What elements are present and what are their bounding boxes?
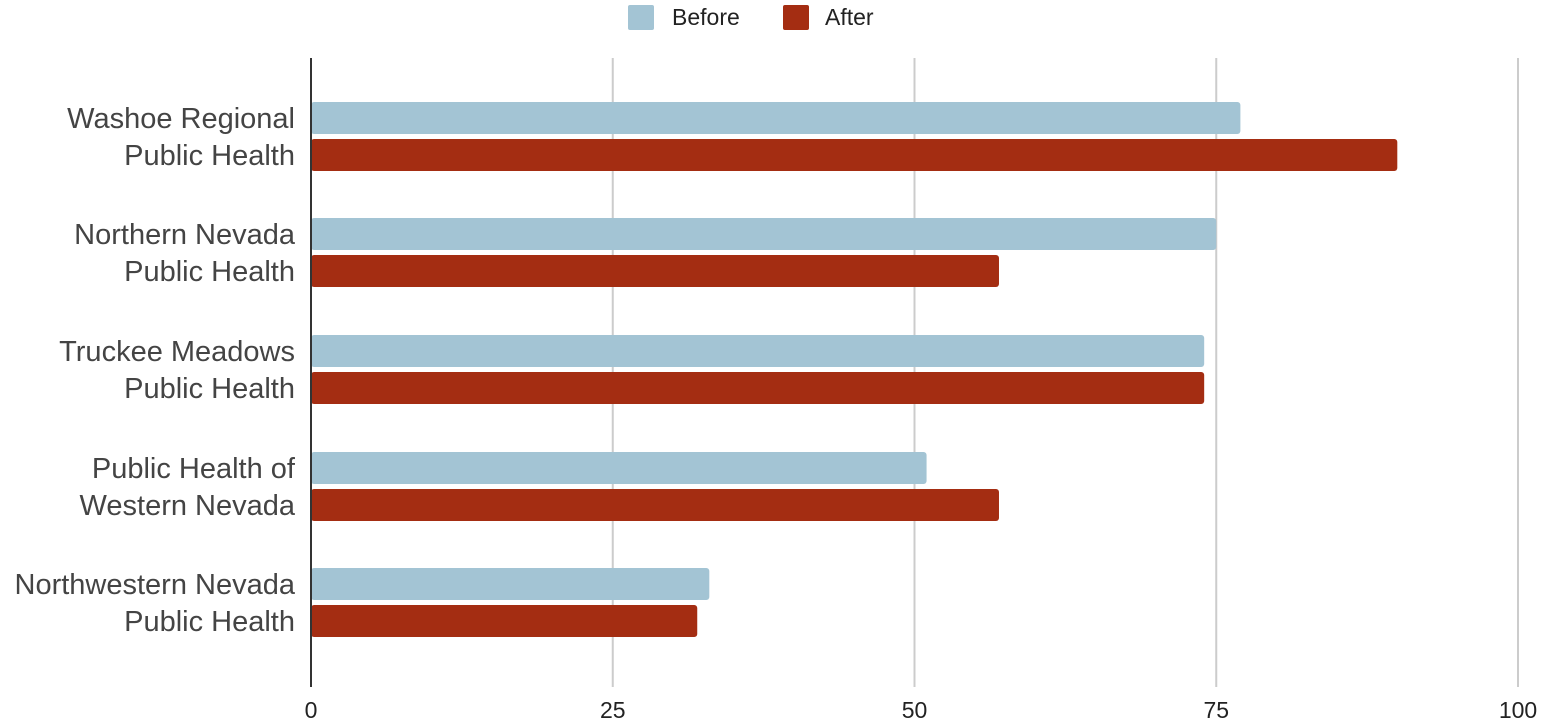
x-tick-label: 75 — [1203, 697, 1229, 722]
bars — [311, 102, 1398, 637]
x-tick-label: 100 — [1499, 697, 1537, 722]
x-tick-label: 25 — [600, 697, 626, 722]
bar-before — [311, 452, 927, 484]
legend-swatch-after — [783, 5, 809, 30]
bar-after — [311, 139, 1398, 171]
legend-label-before: Before — [672, 4, 740, 30]
category-label: Northern Nevada — [74, 219, 296, 251]
bar-before — [311, 335, 1205, 367]
category-label: Western Nevada — [80, 490, 296, 522]
legend-swatch-before — [628, 5, 654, 30]
category-label: Washoe Regional — [67, 103, 295, 135]
bar-after — [311, 605, 698, 637]
category-label: Public Health — [124, 606, 295, 638]
legend: Before After — [628, 4, 874, 30]
x-tick-label: 0 — [305, 697, 318, 722]
category-labels: Washoe Regional Public Health Northern Nev… — [15, 103, 296, 638]
category-label: Public Health — [124, 373, 295, 405]
category-label: Truckee Meadows — [59, 336, 295, 368]
bar-after — [311, 372, 1205, 404]
x-tick-label: 50 — [902, 697, 928, 722]
bar-before — [311, 102, 1241, 134]
legend-label-after: After — [825, 4, 874, 30]
category-label: Northwestern Nevada — [15, 569, 296, 601]
x-tick-labels: 0 25 50 75 100 — [305, 697, 1538, 723]
category-label: Public Health — [124, 140, 295, 172]
category-label: Public Health — [124, 256, 295, 288]
category-label: Public Health of — [92, 453, 296, 485]
bar-before — [311, 568, 710, 600]
bar-after — [311, 489, 999, 521]
bar-before — [311, 218, 1217, 250]
bar-after — [311, 255, 999, 287]
